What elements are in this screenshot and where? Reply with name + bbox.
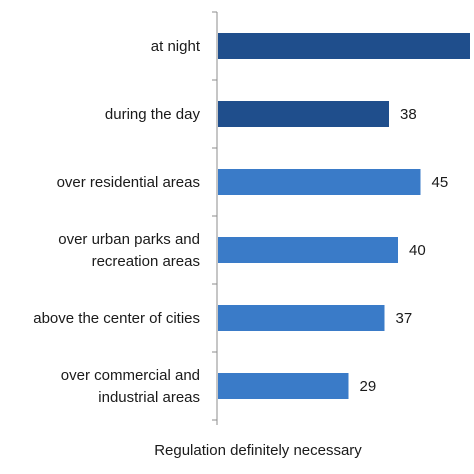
category-label: above the center of cities [33, 310, 200, 327]
value-label: 38 [400, 106, 417, 123]
category-label: over commercial and [61, 367, 200, 384]
category-label: during the day [105, 106, 201, 123]
value-labels: 38 45 40 37 29 [360, 106, 449, 395]
y-axis-ticks [212, 11, 217, 421]
bar [218, 169, 421, 195]
category-label: at night [151, 38, 201, 55]
value-label: 40 [409, 242, 426, 259]
bar [218, 373, 349, 399]
value-label: 45 [432, 174, 449, 191]
category-label: industrial areas [98, 389, 200, 406]
bar [218, 101, 389, 127]
bar [218, 305, 385, 331]
category-label: over urban parks and [58, 231, 200, 248]
x-axis-title: Regulation definitely necessary [154, 442, 362, 459]
value-label: 29 [360, 378, 377, 395]
category-labels: at night during the day over residential a… [33, 38, 201, 406]
value-label: 37 [396, 310, 413, 327]
bar [218, 237, 398, 263]
category-label: over residential areas [57, 174, 200, 191]
category-label: recreation areas [92, 253, 200, 270]
bar [218, 33, 470, 59]
bars [218, 33, 470, 399]
